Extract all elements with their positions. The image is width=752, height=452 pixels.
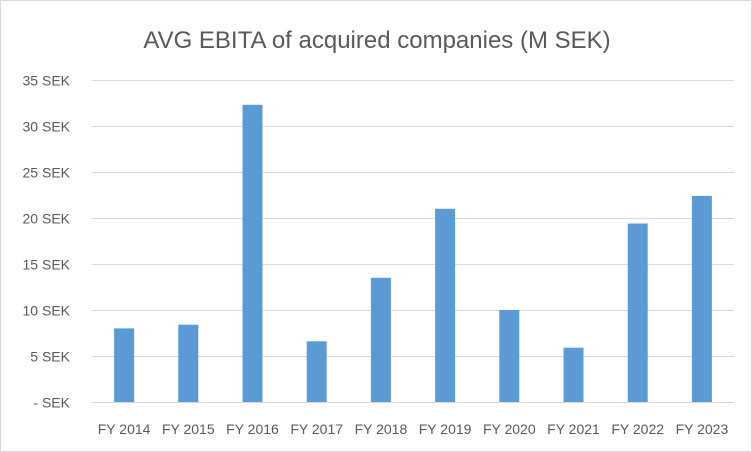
x-tick-label: FY 2020 (483, 421, 536, 437)
bar-fy-2017 (306, 341, 327, 402)
bar-fy-2018 (370, 277, 391, 402)
y-tick-label: 20 SEK (23, 211, 71, 227)
y-tick-label: - SEK (33, 395, 70, 411)
bar-fy-2016 (242, 104, 263, 403)
bar-fy-2021 (563, 347, 584, 402)
gridlines (92, 80, 734, 403)
bar-fy-2015 (178, 324, 199, 402)
y-tick-label: 35 SEK (23, 73, 71, 89)
bar-fy-2014 (114, 328, 135, 402)
bar-fy-2022 (627, 223, 648, 402)
bars (114, 104, 712, 403)
x-tick-label: FY 2015 (162, 421, 215, 437)
y-tick-label: 30 SEK (23, 119, 71, 135)
x-tick-label: FY 2022 (611, 421, 664, 437)
bar-fy-2020 (499, 310, 520, 402)
x-tick-label: FY 2021 (547, 421, 600, 437)
y-axis-ticks: - SEK 5 SEK 10 SEK 15 SEK 20 SEK 25 SEK 30 SEK… (23, 73, 71, 411)
bar-fy-2023 (691, 195, 712, 402)
y-tick-label: 25 SEK (23, 165, 71, 181)
y-tick-label: 10 SEK (23, 303, 71, 319)
x-axis-ticks: FY 2014 FY 2015 FY 2016 FY 2017 FY 2018 FY 20… (98, 421, 729, 437)
x-tick-label: FY 2017 (290, 421, 343, 437)
x-tick-label: FY 2014 (98, 421, 151, 437)
x-tick-label: FY 2023 (676, 421, 729, 437)
x-tick-label: FY 2019 (419, 421, 472, 437)
chart-title: AVG EBITA of acquired companies (M SEK) (143, 27, 610, 54)
x-tick-label: FY 2016 (226, 421, 279, 437)
y-tick-label: 15 SEK (23, 257, 71, 273)
bar-fy-2019 (435, 208, 456, 402)
y-tick-label: 5 SEK (30, 349, 70, 365)
x-tick-label: FY 2018 (355, 421, 408, 437)
